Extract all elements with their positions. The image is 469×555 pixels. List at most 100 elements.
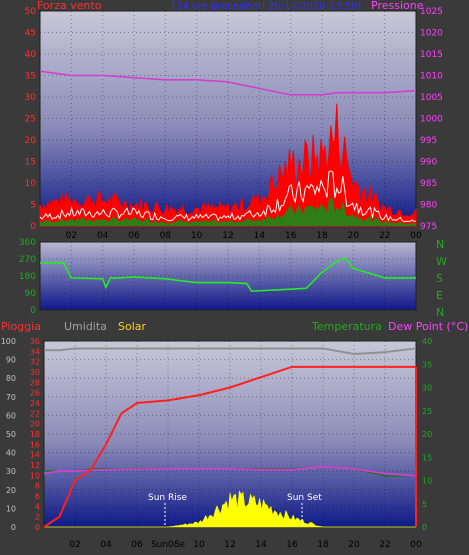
rain-axis-tick: 34 [30, 347, 40, 356]
direction-panel-grid [39, 242, 417, 310]
time-axis-tick: 02 [66, 231, 77, 241]
time-axis-tick: Sun08e [151, 540, 186, 550]
time-axis-tick: 22 [379, 540, 390, 550]
pressure-axis-tick: 990 [420, 158, 437, 168]
direction-axis-tick: 360 [19, 238, 36, 248]
rain-axis-tick: 12 [30, 461, 40, 470]
time-axis-tick: 08 [160, 231, 172, 241]
rain-axis-tick: 16 [30, 440, 40, 449]
compass-label: N [436, 306, 444, 319]
rain-axis-tick: 28 [30, 378, 40, 387]
humidity-axis-tick: 80 [6, 374, 16, 383]
rain-axis-tick: 6 [35, 492, 40, 501]
wind-axis-tick: 0 [30, 222, 36, 232]
time-axis-tick: 06 [131, 540, 143, 550]
pressure-axis-tick: 995 [420, 136, 437, 146]
rain-axis-tick: 26 [30, 389, 40, 398]
humidity-axis-tick: 10 [6, 504, 16, 513]
wind-average-line [39, 170, 417, 223]
dewpoint-axis-tick: 5 [422, 500, 427, 509]
humidity-axis-tick: 0 [11, 523, 16, 532]
time-axis-tick: 18 [316, 231, 328, 241]
time-axis-tick: 04 [100, 540, 112, 550]
wind-direction-line [40, 257, 416, 292]
rain-axis-tick: 24 [30, 399, 40, 408]
wind-axis-tick: 45 [25, 29, 36, 39]
dewpoint-axis-tick: 15 [422, 453, 432, 462]
rain-time-axis: 02 04 06 Sun08e 10 12 14 16 18 20 22 00 [69, 540, 422, 550]
time-axis-tick: 06 [128, 231, 140, 241]
time-axis-tick: 04 [97, 231, 109, 241]
dewpoint-axis-tick: 35 [422, 360, 432, 369]
rain-line [43, 365, 416, 528]
humidity-axis-tick: 90 [6, 356, 16, 365]
pressure-axis-tick: 1005 [420, 93, 443, 103]
dewpoint-line [43, 465, 417, 477]
wind-time-axis: 02 04 06 08 10 12 14 16 18 20 22 00 [66, 231, 422, 241]
rain-axis-tick: 0 [35, 523, 40, 532]
rain-axis-tick: 18 [30, 430, 40, 439]
humidity-header-label: Umidita [64, 320, 107, 333]
dewpoint-axis-tick: 10 [422, 477, 432, 486]
rain-axis-tick: 20 [30, 420, 40, 429]
rain-axis-tick: 10 [30, 471, 40, 480]
wind-axis-tick: 25 [25, 115, 36, 125]
pressure-axis-tick: 1000 [420, 115, 443, 125]
wind-axis-tick: 30 [25, 93, 37, 103]
rain-axis-tick: 14 [30, 451, 40, 460]
humidity-axis-tick: 100 [1, 337, 16, 346]
direction-axis-tick: 180 [19, 272, 36, 282]
humidity-axis-tick: 40 [6, 449, 16, 458]
wind-low-area [40, 198, 416, 226]
compass-label: W [436, 255, 447, 268]
time-axis-tick: 12 [224, 540, 235, 550]
direction-panel-marks [40, 257, 416, 292]
pressure-axis-tick: 1025 [420, 7, 443, 17]
pressure-header-label: Pressione [371, 0, 424, 12]
dewpoint-axis-tick: 0 [422, 523, 427, 532]
rain-axis-tick: 2 [35, 513, 40, 522]
rain-axis-tick: 4 [35, 502, 40, 511]
time-axis-tick: 20 [348, 540, 360, 550]
humidity-axis-tick: 60 [6, 411, 16, 420]
wind-axis-tick: 5 [30, 201, 36, 211]
solar-header-label: Solar [118, 320, 147, 333]
time-axis-tick: 00 [410, 231, 422, 241]
wind-axis-tick: 10 [25, 179, 37, 189]
wind-axis-tick: 20 [25, 136, 37, 146]
dewpoint-axis-tick: 30 [422, 384, 432, 393]
sunset-label: Sun Set [287, 493, 322, 503]
compass-label: E [436, 289, 443, 302]
time-axis-tick: 14 [255, 540, 267, 550]
wind-axis-tick: 40 [25, 50, 37, 60]
rain-header-label: Pioggia [1, 320, 41, 333]
solar-area [44, 489, 416, 528]
humidity-axis-tick: 20 [6, 486, 16, 495]
pressure-axis-tick: 980 [420, 201, 437, 211]
pressure-line [39, 70, 417, 96]
time-axis-tick: 14 [254, 231, 266, 241]
dewpoint-header-label: Dew Point (°C) [388, 320, 468, 333]
dewpoint-right-axis: 0 5 10 15 20 25 30 35 40 [422, 337, 432, 532]
time-axis-tick: 02 [69, 540, 80, 550]
humidity-axis-tick: 30 [6, 467, 16, 476]
time-axis-tick: 16 [286, 540, 298, 550]
wind-axis-tick: 35 [25, 72, 36, 82]
wind-panel-marks [39, 70, 417, 227]
time-axis-tick: 18 [317, 540, 329, 550]
time-axis-tick: 20 [348, 231, 360, 241]
dewpoint-axis-tick: 40 [422, 337, 432, 346]
direction-axis-tick: 0 [30, 306, 36, 316]
temperature-header-label: Temperatura [311, 320, 382, 333]
pressure-right-axis: 975 980 985 990 995 1000 1005 1010 1015 1020 1025 [420, 7, 443, 232]
dewpoint-axis-tick: 20 [422, 430, 432, 439]
time-axis-tick: 10 [191, 231, 203, 241]
compass-label: N [436, 238, 444, 251]
humidity-axis-tick: 70 [6, 393, 16, 402]
humidity-line [44, 347, 417, 356]
date-range-label: (24 ore precedenti 26/10/2020 23:50) [172, 1, 362, 12]
time-axis-tick: 22 [379, 231, 390, 241]
rain-axis-tick: 30 [30, 368, 40, 377]
